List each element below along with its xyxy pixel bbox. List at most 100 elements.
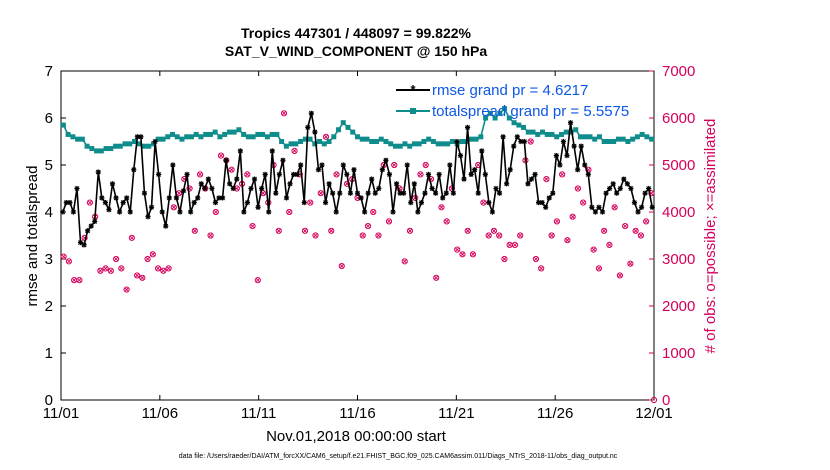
rmse-point <box>632 200 637 206</box>
totalspread-point <box>625 139 631 144</box>
obs-point <box>165 265 172 272</box>
rmse-point <box>635 209 641 215</box>
totalspread-point <box>326 139 332 144</box>
rmse-point <box>205 176 211 182</box>
obs-assim-mark <box>260 191 266 196</box>
y-tick-label: 5 <box>45 157 53 174</box>
totalspread-point <box>478 134 484 140</box>
totalspread-point <box>288 141 294 147</box>
obs-assim-mark <box>339 263 344 269</box>
rmse-point <box>621 176 627 182</box>
obs-assim-mark <box>628 261 633 266</box>
obs-point <box>438 204 445 211</box>
totalspread-point <box>236 127 242 133</box>
obs-assim-mark <box>502 256 507 262</box>
rmse-point <box>568 120 573 126</box>
obs-point <box>611 204 618 211</box>
totalspread-point <box>497 110 503 116</box>
totalspread-point <box>94 148 100 154</box>
obs-assim-mark <box>329 228 334 233</box>
obs-point <box>65 258 72 265</box>
totalspread-point <box>630 136 636 142</box>
x-tick-label: 12/01 <box>635 405 673 422</box>
obs-assim-mark <box>549 233 554 238</box>
rmse-point <box>468 171 474 177</box>
totalspread-point <box>525 129 531 135</box>
obs-point <box>280 110 288 117</box>
obs-point <box>217 152 225 159</box>
rmse-point <box>394 181 399 187</box>
rmse-point <box>557 162 563 168</box>
obs-point <box>464 227 471 234</box>
y-right-tick-label: 1000 <box>662 345 695 362</box>
rmse-point <box>244 200 250 206</box>
totalspread-point <box>350 129 356 135</box>
totalspread-point <box>103 146 109 152</box>
obs-assim-mark <box>539 266 544 271</box>
obs-point <box>364 223 372 230</box>
rmse-point <box>646 186 652 191</box>
totalspread-point <box>317 139 323 144</box>
obs-point <box>496 232 503 239</box>
totalspread-point <box>549 131 555 137</box>
obs-point <box>627 260 634 267</box>
rmse-point <box>536 200 542 206</box>
obs-assim-mark <box>623 223 628 229</box>
rmse-point <box>163 223 169 229</box>
obs-assim-mark <box>371 209 376 215</box>
totalspread-point <box>492 115 498 121</box>
obs-point <box>301 227 309 234</box>
obs-point <box>212 208 219 216</box>
obs-assim-mark <box>460 252 465 257</box>
y-tick-label: 3 <box>45 251 53 268</box>
obs-point <box>343 180 351 187</box>
totalspread-point <box>89 146 95 152</box>
chart-subtitle: SAT_V_WIND_COMPONENT @ 150 hPa <box>225 43 488 59</box>
rmse-point <box>337 190 343 196</box>
obs-point <box>196 171 204 178</box>
rmse-point <box>525 181 531 187</box>
y-right-tick-label: 7000 <box>662 63 695 80</box>
totalspread-point <box>411 141 417 147</box>
rmse-point <box>418 200 424 206</box>
obs-assim-mark <box>581 200 586 205</box>
obs-assim-mark <box>565 238 570 243</box>
rmse-point <box>401 190 407 196</box>
obs-point <box>385 218 393 225</box>
obs-assim-mark <box>287 209 292 215</box>
obs-point <box>637 232 644 239</box>
rmse-point <box>298 162 304 168</box>
rmse-point <box>610 181 616 187</box>
rmse-point <box>539 200 545 206</box>
obs-assim-mark <box>313 233 318 238</box>
rmse-point <box>387 171 392 177</box>
rmse-point <box>450 190 456 196</box>
y-right-tick-label: 6000 <box>662 110 695 127</box>
obs-assim-mark <box>376 233 381 238</box>
obs-assim-mark <box>213 209 218 215</box>
rmse-point <box>429 186 435 191</box>
rmse-point <box>81 242 87 248</box>
rmse-point <box>617 186 623 191</box>
rmse-point <box>173 195 179 201</box>
rmse-point <box>561 139 566 144</box>
rmse-point <box>110 181 115 187</box>
obs-assim-mark <box>171 205 176 210</box>
totalspread-point <box>620 136 626 142</box>
obs-point <box>459 251 466 258</box>
obs-assim-mark <box>360 233 365 238</box>
obs-point <box>139 274 146 281</box>
totalspread-point <box>65 131 71 137</box>
totalspread-point <box>255 131 261 137</box>
obs-point <box>338 262 345 270</box>
totalspread-point <box>274 131 280 137</box>
obs-assim-mark <box>113 256 119 262</box>
rmse-point <box>596 204 602 210</box>
obs-point-end <box>650 396 658 404</box>
obs-assim-mark <box>518 233 523 238</box>
rmse-point <box>166 195 172 201</box>
rmse-point <box>521 139 527 144</box>
obs-point <box>133 272 141 279</box>
obs-assim-mark <box>302 228 308 233</box>
obs-assim-mark <box>591 247 596 252</box>
